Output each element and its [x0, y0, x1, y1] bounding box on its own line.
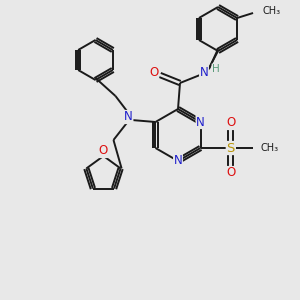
Text: N: N	[124, 110, 133, 124]
Text: O: O	[226, 116, 235, 130]
Text: CH₃: CH₃	[262, 6, 280, 16]
Text: H: H	[212, 64, 220, 74]
Text: S: S	[226, 142, 235, 154]
Text: O: O	[226, 167, 235, 179]
Text: O: O	[149, 65, 159, 79]
Text: N: N	[200, 67, 208, 80]
Text: N: N	[174, 154, 182, 167]
Text: CH₃: CH₃	[260, 143, 279, 153]
Text: O: O	[99, 145, 108, 158]
Text: N: N	[196, 116, 205, 128]
